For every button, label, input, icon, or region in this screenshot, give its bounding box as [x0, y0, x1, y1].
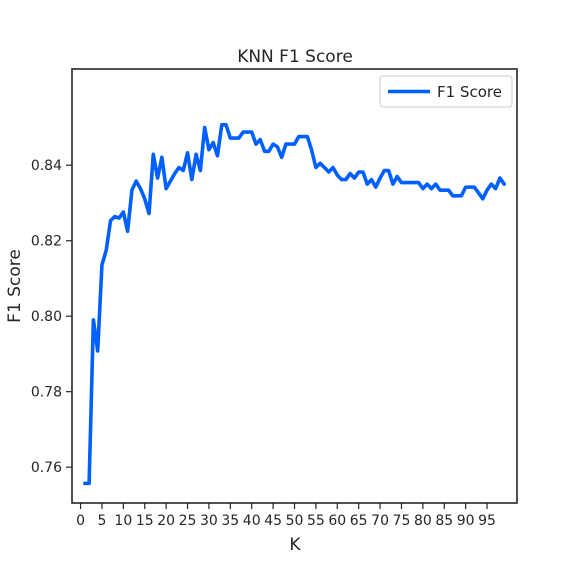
y-tick-label: 0.84: [31, 158, 62, 174]
y-tick-label: 0.78: [31, 385, 62, 401]
x-axis-label: K: [289, 535, 301, 555]
chart-title: KNN F1 Score: [237, 47, 353, 67]
x-tick-label: 85: [435, 513, 453, 529]
x-tick-label: 70: [371, 513, 389, 529]
y-tick-label: 0.76: [31, 460, 62, 476]
legend-label-f1-score: F1 Score: [437, 83, 502, 101]
x-tick-label: 20: [157, 513, 175, 529]
x-tick-label: 0: [76, 513, 85, 529]
x-tick-label: 30: [200, 513, 218, 529]
x-tick-label: 55: [307, 513, 325, 529]
y-axis: 0.76 0.78 0.80 0.82 0.84: [31, 158, 72, 476]
y-tick-label: 0.82: [31, 234, 62, 250]
x-tick-label: 45: [264, 513, 282, 529]
x-tick-label: 25: [179, 513, 197, 529]
x-tick-label: 60: [328, 513, 346, 529]
x-tick-label: 75: [393, 513, 411, 529]
x-tick-label: 95: [478, 513, 496, 529]
x-tick-label: 15: [136, 513, 154, 529]
x-tick-label: 5: [97, 513, 106, 529]
legend-box: [379, 75, 513, 108]
legend: F1 Score: [379, 75, 513, 108]
plot-area: [71, 68, 518, 504]
x-tick-label: 40: [243, 513, 261, 529]
x-tick-label: 35: [221, 513, 239, 529]
x-tick-label: 10: [114, 513, 132, 529]
series-layer: [83, 123, 506, 486]
y-axis-label: F1 Score: [5, 249, 25, 323]
y-tick-label: 0.80: [31, 309, 62, 325]
x-axis: 0 5 10 15 20 25 30 35 40 45 50 55 60 65 70 75 80 85 90 95: [76, 503, 496, 529]
x-tick-label: 80: [414, 513, 432, 529]
x-tick-label: 65: [350, 513, 368, 529]
x-tick-label: 90: [457, 513, 475, 529]
x-tick-label: 50: [286, 513, 304, 529]
series-line-f1-score: [83, 123, 506, 486]
